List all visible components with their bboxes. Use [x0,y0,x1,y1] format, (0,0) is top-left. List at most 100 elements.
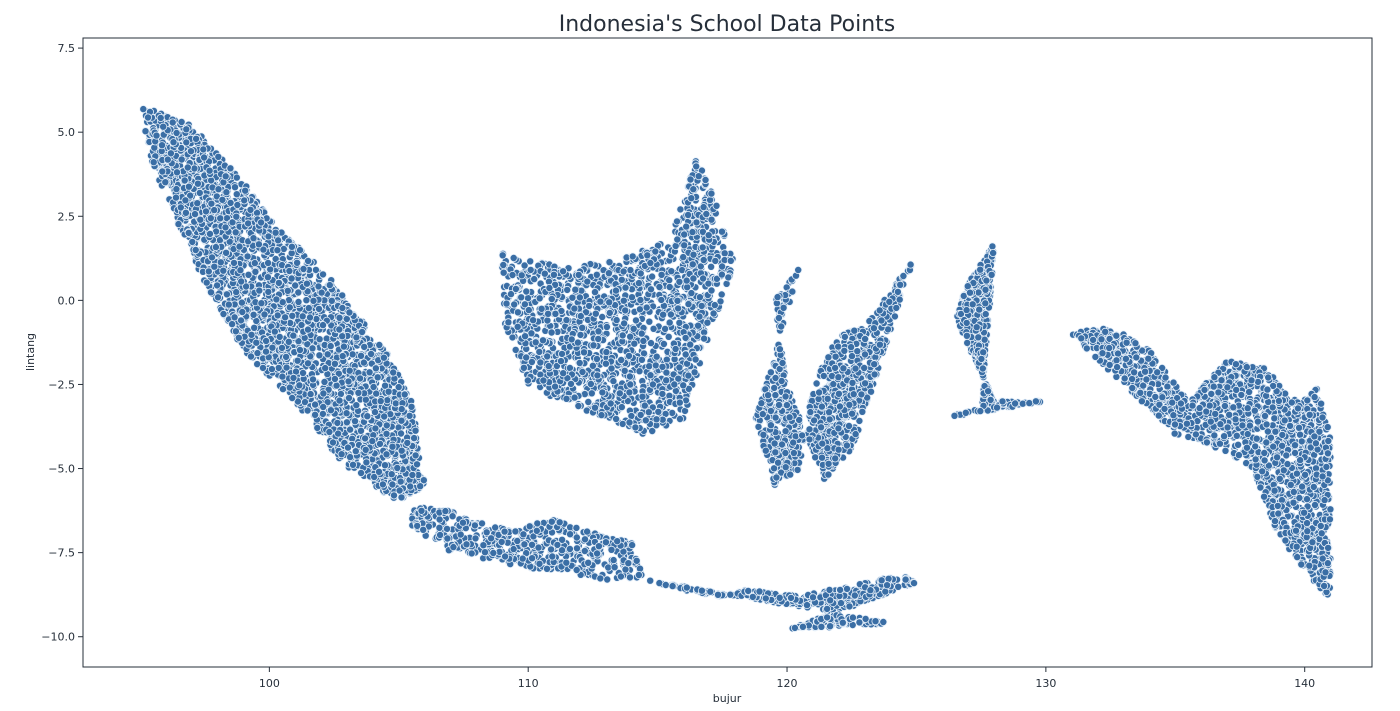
data-point [680,241,689,250]
data-point [679,253,688,262]
data-point [297,320,306,329]
data-point [397,416,406,425]
data-point [448,512,457,521]
data-point [172,185,181,194]
data-point [156,114,165,123]
data-point [612,414,621,423]
data-point [537,304,546,313]
data-point [697,301,706,310]
data-point [250,259,259,268]
data-point [673,235,682,244]
data-point [376,397,385,406]
data-point [467,549,476,558]
data-point [342,418,351,427]
data-point [152,131,161,140]
data-point [246,352,255,361]
data-point [435,523,444,532]
data-point [190,210,199,219]
data-point [308,375,317,384]
data-point [363,412,372,421]
data-point [323,350,332,359]
data-point [594,327,603,336]
data-point [159,122,168,131]
data-point [149,158,158,167]
data-point [519,363,528,372]
data-point [303,406,312,415]
data-point [235,242,244,251]
data-point [562,558,571,567]
data-point [330,359,339,368]
data-point [274,278,283,287]
data-point [638,392,647,401]
data-point [362,458,371,467]
data-point [695,293,704,302]
data-point [328,438,337,447]
data-point [543,564,552,573]
data-point [342,409,351,418]
data-point [449,543,458,552]
data-point [391,399,400,408]
data-point [665,318,674,327]
data-point [346,453,355,462]
data-point [356,351,365,360]
data-point [388,480,397,489]
data-point [443,534,452,543]
data-point [570,304,579,313]
data-point [382,429,391,438]
data-point [621,306,630,315]
data-point [264,287,273,296]
data-point [601,538,610,547]
data-point [268,343,277,352]
data-point [501,552,510,561]
data-point [458,518,467,527]
data-point [274,363,283,372]
data-point [338,303,347,312]
data-point [419,525,428,534]
data-point [584,558,593,567]
data-point [676,414,685,423]
chart-title: Indonesia's School Data Points [559,12,896,37]
data-point [184,182,193,191]
data-point [573,544,582,553]
data-point [647,285,656,294]
data-point [547,545,556,554]
data-point [441,507,450,516]
data-point [615,389,624,398]
data-point [616,572,625,581]
data-point [543,352,552,361]
data-point [183,163,192,172]
data-point [394,383,403,392]
data-point [214,152,223,161]
data-point [511,345,520,354]
data-point [211,243,220,252]
data-point [535,559,544,568]
data-point [547,517,556,526]
data-point [528,554,537,563]
data-point [397,493,406,502]
data-point [314,282,323,291]
data-point [345,308,354,317]
data-point [188,237,197,246]
data-point [295,381,304,390]
data-point [612,286,621,295]
data-point [288,311,297,320]
data-point [249,234,258,243]
data-point [613,537,622,546]
data-point [315,351,324,360]
data-point [250,323,259,332]
data-point [574,401,583,410]
data-point [668,408,677,417]
data-point [157,141,166,150]
data-point [293,258,302,267]
data-point [205,229,214,238]
data-point [304,256,313,265]
data-point [345,366,354,375]
data-point [374,467,383,476]
data-point [530,275,539,284]
data-point [262,336,271,345]
data-point [295,246,304,255]
data-point [642,303,651,312]
data-point [547,328,556,337]
data-point [673,217,682,226]
